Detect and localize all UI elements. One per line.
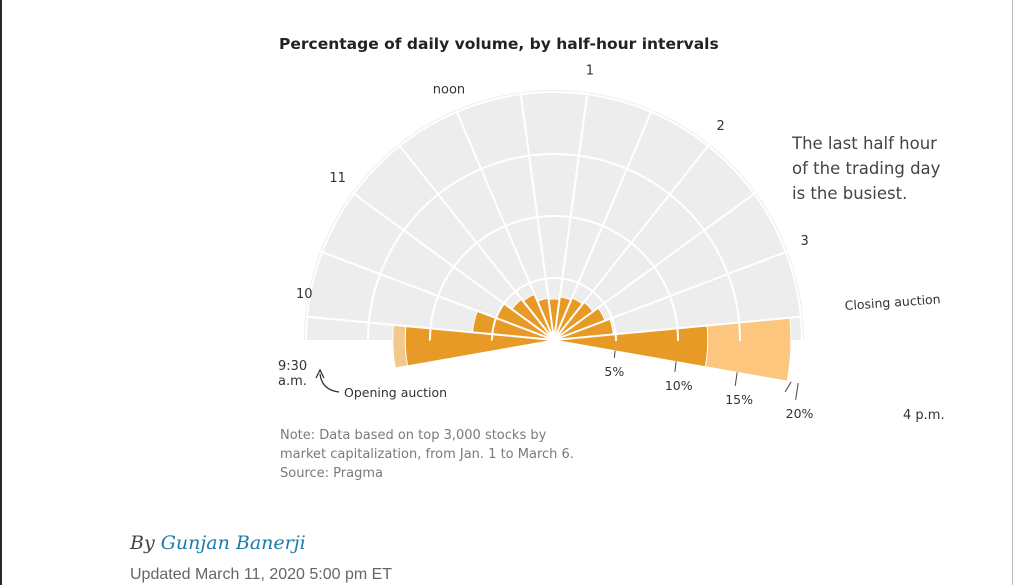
grid-spoke-12 bbox=[553, 315, 803, 341]
clock-label-3: 3 bbox=[800, 234, 808, 249]
chart-grid bbox=[304, 90, 804, 341]
byline: By Gunjan Banerji bbox=[130, 532, 306, 554]
clock-label-11: 11 bbox=[329, 171, 346, 186]
clock-label-4pm-line-0: 4 p.m. bbox=[903, 408, 945, 423]
callout-line-1: The last half hour bbox=[791, 134, 937, 153]
grid-spoke-3 bbox=[351, 191, 555, 341]
byline-prefix: By bbox=[130, 532, 161, 554]
clock-label-3-line-0: 3 bbox=[800, 234, 808, 249]
opening-auction-bar bbox=[392, 324, 408, 369]
grid-spoke-2 bbox=[319, 250, 555, 341]
clock-label-10-line-0: 10 bbox=[296, 287, 313, 302]
grid-arc-20 bbox=[304, 90, 804, 341]
author-link[interactable]: Gunjan Banerji bbox=[160, 532, 306, 554]
page-frame-right bbox=[1012, 0, 1013, 585]
radial-label-5: 5% bbox=[604, 364, 624, 379]
grid-spoke-6 bbox=[519, 92, 555, 341]
chart-title: Percentage of daily volume, by half-hour… bbox=[279, 35, 719, 53]
radial-tick-15 bbox=[734, 372, 738, 386]
clock-label-4pm: 4 p.m. bbox=[903, 408, 945, 423]
grid-arc-5 bbox=[490, 276, 618, 341]
grid-spoke-1 bbox=[305, 315, 555, 341]
callout-line-3: is the busiest. bbox=[792, 184, 907, 203]
grid-spoke-10 bbox=[553, 191, 757, 341]
radial-label-15: 15% bbox=[725, 392, 753, 407]
radial-label-10: 10% bbox=[665, 378, 693, 393]
opening-auction-arrow bbox=[319, 373, 340, 393]
grid-spoke-7 bbox=[553, 92, 589, 341]
radial-tick-10 bbox=[674, 361, 677, 372]
clock-label-2-line-0: 2 bbox=[717, 119, 725, 134]
radial-tick-5 bbox=[613, 350, 616, 358]
radial-tick-20 bbox=[795, 382, 799, 400]
clock-label-930-line-0: 9:30 bbox=[278, 359, 307, 374]
volume-polar-chart: Percentage of daily volume, by half-hour… bbox=[278, 35, 945, 481]
clock-label-1-line-0: 1 bbox=[586, 63, 594, 78]
page-frame-left bbox=[0, 0, 2, 585]
clock-label-noon-line-0: noon bbox=[433, 82, 465, 97]
radial-label-20: 20% bbox=[786, 406, 814, 421]
note-line-1: Note: Data based on top 3,000 stocks by bbox=[280, 428, 547, 443]
grid-spoke-9 bbox=[553, 143, 711, 341]
callout-line-2: of the trading day bbox=[792, 159, 941, 178]
grid-spoke-11 bbox=[553, 250, 789, 341]
grid-spoke-4 bbox=[397, 143, 555, 341]
grid-arc-15 bbox=[366, 152, 742, 341]
grid-spoke-5 bbox=[455, 109, 555, 341]
opening-auction-label: Opening auction bbox=[344, 385, 447, 400]
clock-label-1: 1 bbox=[586, 63, 594, 78]
grid-spoke-8 bbox=[553, 109, 653, 341]
closing-auction-bar bbox=[704, 317, 792, 382]
clock-label-10: 10 bbox=[296, 287, 313, 302]
grid-arc-10 bbox=[428, 214, 680, 341]
clock-label-2: 2 bbox=[717, 119, 725, 134]
opening-auction-arrowhead bbox=[315, 368, 325, 379]
source-line: Source: Pragma bbox=[280, 466, 383, 481]
clock-label-930-line-1: a.m. bbox=[278, 374, 307, 389]
closing-auction-tick bbox=[784, 381, 792, 393]
closing-auction-label: Closing auction bbox=[844, 291, 941, 313]
clock-label-noon: noon bbox=[433, 82, 465, 97]
note-line-2: market capitalization, from Jan. 1 to Ma… bbox=[280, 447, 574, 462]
updated-timestamp: Updated March 11, 2020 5:00 pm ET bbox=[130, 566, 393, 583]
clock-label-11-line-0: 11 bbox=[329, 171, 346, 186]
chart-labels: 5% 10% 15% 20% 9:30 a.m. 10 11 noon 1 2 3 4 p.m. bbox=[278, 63, 945, 423]
clock-label-930: 9:30 a.m. bbox=[278, 359, 307, 389]
